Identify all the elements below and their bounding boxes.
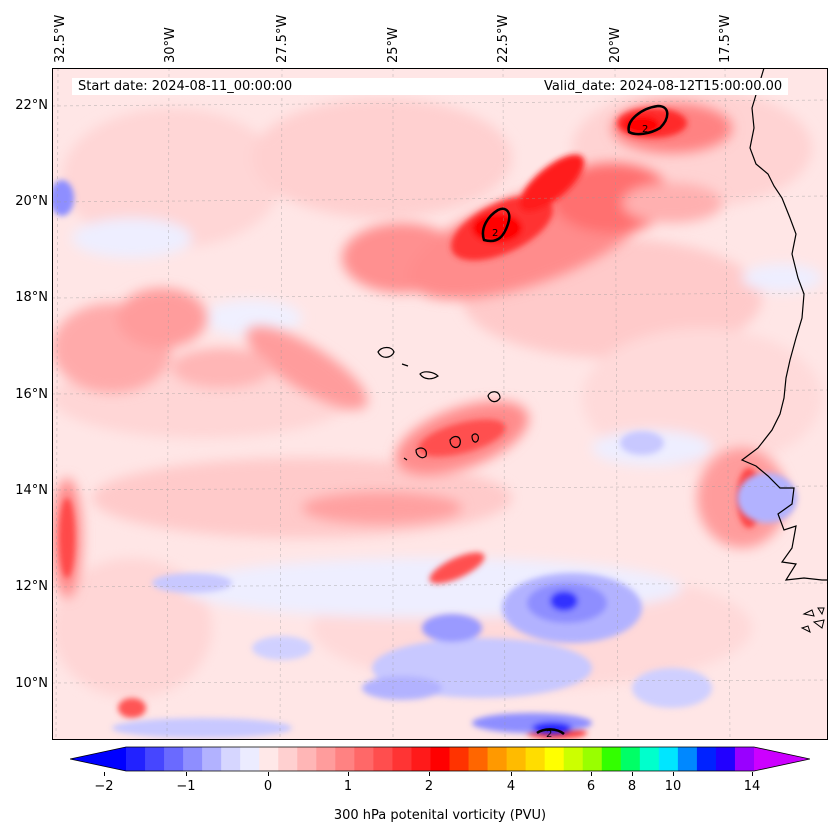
- colorbar-segment: [392, 747, 412, 771]
- colorbar-segment: [468, 747, 489, 771]
- colorbar-segment: [430, 747, 451, 771]
- colorbar-tick: [752, 772, 753, 776]
- valid-date-label: Valid_date: 2024-08-12T15:00:00.00: [538, 78, 789, 95]
- latitude-label: 10°N: [15, 676, 48, 691]
- colorbar: [70, 746, 810, 772]
- colorbar-tick: [591, 772, 592, 776]
- colorbar-segment: [506, 747, 527, 771]
- latitude-label: 12°N: [15, 579, 48, 594]
- contour-label: 2: [642, 124, 648, 135]
- longitude-label: 20°W: [608, 27, 623, 63]
- pv-contour-2: [481, 104, 669, 736]
- longitude-label: 30°W: [163, 27, 178, 63]
- colorbar-label: 300 hPa potenital vorticity (PVU): [333, 808, 547, 823]
- colorbar-segment: [620, 747, 641, 771]
- colorbar-tick: [186, 772, 187, 776]
- colorbar-tick: [632, 772, 633, 776]
- latitude-label: 20°N: [15, 194, 48, 209]
- map-plot: 2 2 2: [52, 68, 828, 740]
- colorbar-tick-label: 4: [506, 779, 516, 794]
- contour-label: 2: [492, 228, 498, 239]
- colorbar-segment: [259, 747, 279, 771]
- colorbar-segment: [544, 747, 565, 771]
- latitude-label: 16°N: [15, 387, 48, 402]
- africa-coastline: [740, 68, 828, 581]
- colorbar-segment: [126, 747, 146, 771]
- colorbar-under-extension: [70, 747, 126, 771]
- colorbar-segment: [221, 747, 241, 771]
- colorbar-segment: [316, 747, 336, 771]
- map-frame: [52, 68, 828, 740]
- colorbar-segment: [639, 747, 660, 771]
- longitude-label: 32.5°W: [53, 14, 68, 63]
- colorbar-segment: [677, 747, 698, 771]
- colorbar-segment: [240, 747, 260, 771]
- colorbar-segment: [715, 747, 736, 771]
- colorbar-segment: [696, 747, 717, 771]
- colorbar-tick-label: −2: [94, 779, 114, 794]
- colorbar-segment: [449, 747, 470, 771]
- colorbar-tick-label: 0: [263, 779, 273, 794]
- colorbar-tick-label: 10: [664, 779, 682, 794]
- longitude-label: 25°W: [386, 27, 401, 63]
- colorbar-segment: [164, 747, 184, 771]
- colorbar-segment: [202, 747, 222, 771]
- colorbar-segment: [335, 747, 355, 771]
- guinea-bissau-islands: [800, 607, 825, 633]
- colorbar-segment: [278, 747, 298, 771]
- colorbar-segment: [525, 747, 546, 771]
- colorbar-segment: [658, 747, 679, 771]
- colorbar-segment: [563, 747, 584, 771]
- colorbar-segment: [297, 747, 317, 771]
- colorbar-tick-label: 14: [743, 779, 761, 794]
- colorbar-segment: [145, 747, 165, 771]
- colorbar-segment: [582, 747, 603, 771]
- colorbar-segment: [487, 747, 508, 771]
- latitude-label: 14°N: [15, 483, 48, 498]
- cape-verde-islands: [377, 346, 501, 461]
- colorbar-segment: [411, 747, 431, 771]
- colorbar-tick-label: −1: [176, 779, 196, 794]
- colorbar-tick: [348, 772, 349, 776]
- colorbar-segment: [354, 747, 374, 771]
- colorbar-tick: [429, 772, 430, 776]
- colorbar-segment: [601, 747, 622, 771]
- colorbar-segment: [373, 747, 393, 771]
- colorbar-segment: [183, 747, 203, 771]
- colorbar-tick-label: 8: [627, 779, 637, 794]
- colorbar-tick: [268, 772, 269, 776]
- longitude-label: 27.5°W: [275, 14, 290, 63]
- colorbar-outline: [70, 746, 810, 772]
- colorbar-tick-label: 1: [343, 779, 353, 794]
- longitude-label: 22.5°W: [496, 14, 511, 63]
- latitude-label: 22°N: [15, 98, 48, 113]
- colorbar-over-extension: [754, 747, 810, 771]
- latitude-label: 18°N: [15, 290, 48, 305]
- contour-label: 2: [546, 729, 552, 740]
- longitude-label: 17.5°W: [718, 14, 733, 63]
- start-date-label: Start date: 2024-08-11_00:00:00: [72, 78, 550, 95]
- colorbar-segment: [734, 747, 755, 771]
- colorbar-tick-label: 2: [424, 779, 434, 794]
- gridlines: [52, 68, 828, 740]
- colorbar-tick-label: 6: [586, 779, 596, 794]
- colorbar-tick: [104, 772, 105, 776]
- colorbar-tick: [673, 772, 674, 776]
- colorbar-tick: [511, 772, 512, 776]
